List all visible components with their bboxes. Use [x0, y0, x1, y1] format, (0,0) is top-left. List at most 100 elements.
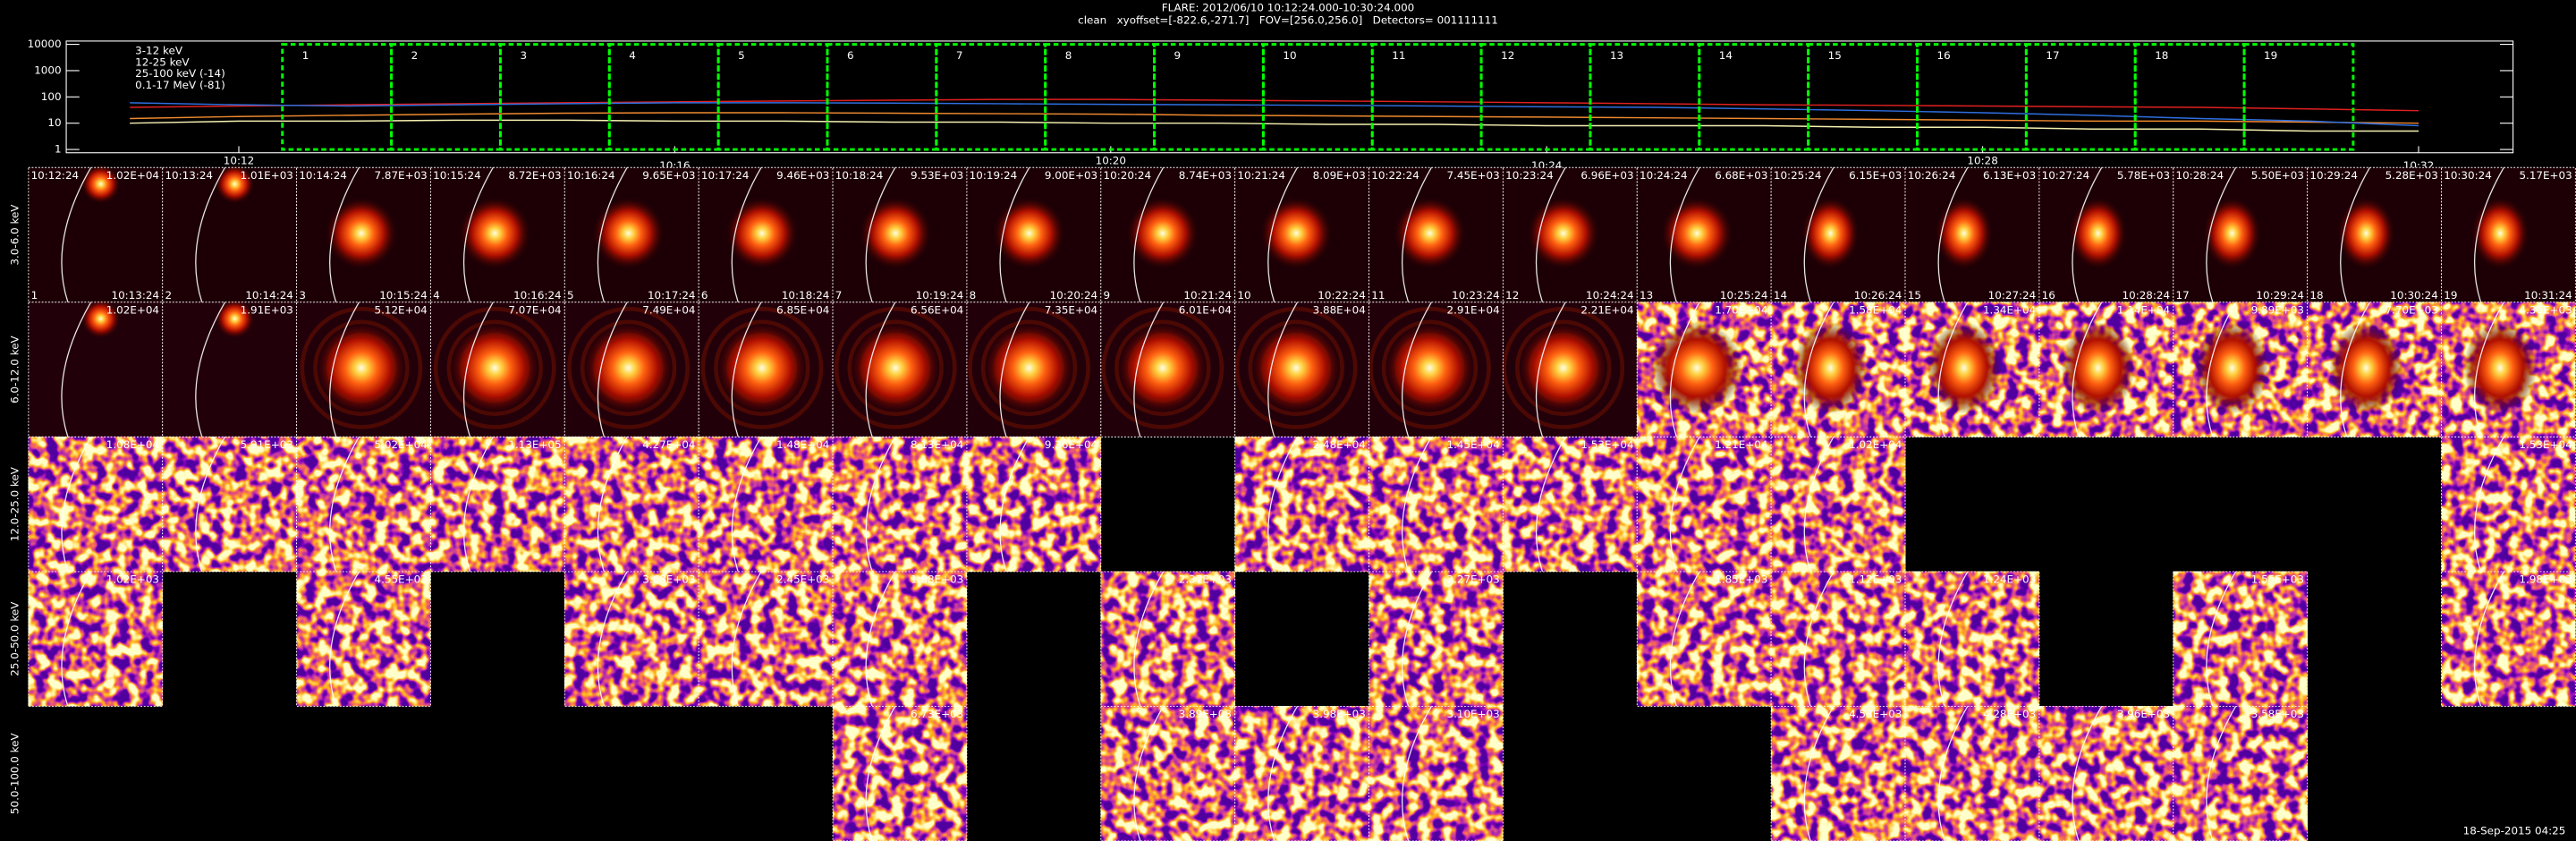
- panel-ring: [1502, 306, 1625, 429]
- peak-value: 4.36E+03: [2519, 303, 2572, 316]
- solar-limb: [329, 437, 360, 573]
- peak-value: 4.55E+03: [375, 573, 428, 586]
- panel-noise: [1100, 571, 1235, 707]
- image-panel: 9.46E+03 10:17:24 10:18:24 6: [698, 166, 834, 303]
- peak-value: 5.02E+04: [375, 438, 428, 451]
- panel-source: [325, 197, 398, 270]
- end-time: 10:17:24: [648, 289, 696, 302]
- panel-source: [1116, 321, 1209, 414]
- legend-entry: 12-25 keV: [135, 55, 190, 68]
- panel-noise: [296, 571, 431, 707]
- start-time: 10:22:24: [1371, 169, 1419, 182]
- image-panel: 1.55E+03: [2173, 571, 2309, 707]
- solar-limb: [61, 166, 92, 303]
- peak-value: 6.13E+03: [1983, 169, 2036, 182]
- panel-noise: [2173, 706, 2308, 841]
- solar-limb: [865, 706, 896, 841]
- panel-ring: [700, 306, 824, 429]
- panel-noise: [966, 437, 1101, 572]
- end-time: 10:21:24: [1183, 289, 1232, 302]
- peak-value: 4.27E+04: [642, 438, 695, 451]
- peak-value: 1.45E+04: [1446, 438, 1499, 451]
- peak-value: 3.96E+03: [2117, 708, 2170, 720]
- panel-index: 8: [970, 289, 977, 302]
- peak-value: 5.78E+03: [2117, 169, 2170, 182]
- peak-value: 3.89E+03: [1179, 708, 1232, 720]
- peak-value: 2.45E+03: [776, 573, 829, 586]
- footer-date: 18-Sep-2015 04:25: [2463, 824, 2566, 837]
- legend-entry: 25-100 keV (-14): [135, 67, 225, 80]
- image-panel: 1.01E+03 10:13:24 10:14:24 2: [162, 164, 298, 303]
- solar-limb: [1267, 166, 1298, 303]
- peak-value: 3.68E+03: [642, 573, 695, 586]
- panel-ring: [1234, 306, 1358, 429]
- start-time: 10:27:24: [2042, 169, 2090, 182]
- image-panel: 7.45E+03 10:22:24 10:23:24 11: [1368, 166, 1504, 303]
- solar-limb: [1669, 302, 1700, 437]
- panel-noise: [564, 571, 699, 707]
- band-label: 12.0-25.0 keV: [9, 466, 21, 541]
- image-panel: 2.21E+04: [1502, 302, 1638, 437]
- band-label: 25.0-50.0 keV: [9, 601, 21, 676]
- image-panel: 5.78E+03 10:27:24 10:28:24 16: [2038, 166, 2174, 303]
- solar-limb: [1937, 302, 1969, 437]
- solar-limb: [865, 166, 896, 303]
- interval-number: 16: [1937, 49, 1951, 62]
- start-time: 10:23:24: [1505, 169, 1554, 182]
- peak-value: 1.53E+04: [1580, 438, 1633, 451]
- image-panel: 1.24E+03: [1904, 571, 2040, 707]
- image-panel: 6.01E+04: [1100, 302, 1236, 437]
- solar-limb: [2340, 302, 2370, 437]
- peak-value: 9.89E+03: [2251, 303, 2304, 316]
- solar-limb: [1803, 571, 1835, 707]
- panel-source: [582, 321, 674, 414]
- title: FLARE: 2012/06/10 10:12:24.000-10:30:24.…: [1162, 2, 1415, 14]
- image-panel: 1.53E+04: [1502, 436, 1638, 573]
- image-panel: 1.13E+05: [429, 436, 565, 573]
- peak-value: 2.48E+04: [1313, 438, 1366, 451]
- image-panel: 1.02E+04 10:12:24 10:13:24 1: [28, 164, 164, 303]
- image-panel: 2.45E+03: [698, 571, 834, 707]
- panel-noise: [2038, 706, 2174, 841]
- solar-limb: [865, 302, 896, 437]
- end-time: 10:15:24: [379, 289, 428, 302]
- panel-noise: [1637, 571, 1772, 707]
- panel-noise: [1503, 437, 1638, 572]
- solar-limb: [1937, 166, 1969, 303]
- solar-limb: [2072, 302, 2103, 437]
- panel-noise: [564, 437, 699, 572]
- peak-value: 1.58E+04: [1849, 303, 1902, 316]
- image-panel: 8.09E+03 10:21:24 10:22:24 10: [1234, 166, 1369, 303]
- peak-value: 5.50E+03: [2251, 169, 2304, 182]
- image-panel: 6.13E+03 10:26:24 10:27:24 15: [1904, 166, 2040, 303]
- series-line: [130, 119, 2419, 132]
- solar-limb: [1267, 437, 1298, 573]
- peak-value: 6.73E+03: [911, 708, 963, 720]
- solar-limb: [731, 437, 762, 573]
- panel-source: [1259, 197, 1333, 270]
- solar-limb: [1937, 706, 1969, 841]
- peak-value: 1.98E+03: [2519, 573, 2572, 586]
- panel-noise: [1771, 437, 1906, 572]
- start-time: 10:28:24: [2176, 169, 2224, 182]
- panel-noise: [2173, 571, 2308, 707]
- peak-value: 6.85E+04: [776, 303, 829, 316]
- panel-border: [966, 436, 1102, 573]
- peak-value: 7.35E+04: [1045, 303, 1097, 316]
- peak-value: 3.98E+03: [1313, 708, 1366, 720]
- panel-noise: [1234, 706, 1369, 841]
- panel-source: [2203, 197, 2261, 270]
- x-tick-label: 10:20: [1096, 154, 1126, 166]
- peak-value: 1.02E+03: [106, 573, 159, 586]
- peak-value: 9.53E+03: [911, 169, 963, 182]
- end-time: 10:19:24: [916, 289, 964, 302]
- image-panel: 9.53E+03 10:18:24 10:19:24 7: [832, 166, 968, 303]
- panel-source: [80, 299, 121, 339]
- panel-index: 14: [1774, 289, 1787, 302]
- peak-value: 2.91E+04: [1446, 303, 1499, 316]
- image-panel: 3.68E+03: [564, 571, 699, 707]
- solar-limb: [61, 302, 92, 437]
- start-time: 10:26:24: [1908, 169, 1956, 182]
- panel-source: [315, 321, 408, 414]
- panel-noise: [1637, 437, 1772, 572]
